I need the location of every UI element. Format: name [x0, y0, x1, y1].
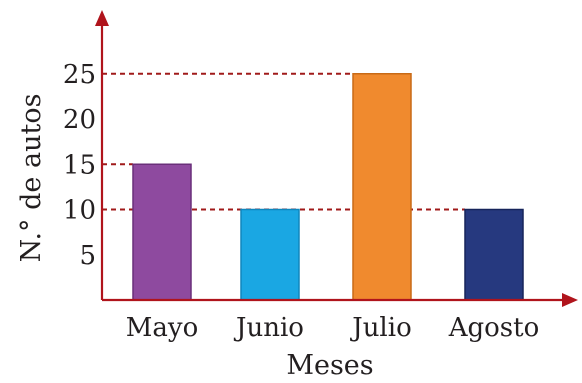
y-tick-labels: 5 10 15 20 25	[63, 60, 96, 271]
bar-mayo	[132, 163, 192, 301]
x-axis-label: Meses	[286, 350, 373, 381]
x-axis-arrow-icon	[562, 293, 578, 307]
x-tick-labels: Mayo Junio Julio Agosto	[126, 313, 540, 343]
bar-junio	[240, 208, 300, 301]
x-tick-label: Junio	[233, 313, 304, 343]
y-tick-label: 10	[63, 196, 96, 226]
bars	[132, 73, 524, 301]
bar-agosto	[464, 208, 524, 301]
axes	[95, 10, 578, 307]
x-tick-label: Mayo	[126, 313, 198, 343]
y-axis-label: N.° de autos	[16, 94, 47, 263]
y-tick-label: 5	[79, 241, 96, 271]
x-tick-label: Agosto	[448, 313, 540, 343]
y-tick-label: 25	[63, 60, 96, 90]
y-axis-arrow-icon	[95, 10, 109, 26]
y-tick-label: 20	[63, 105, 96, 135]
bar-julio	[352, 73, 412, 301]
x-tick-label: Julio	[349, 313, 411, 343]
y-tick-label: 15	[63, 150, 96, 180]
